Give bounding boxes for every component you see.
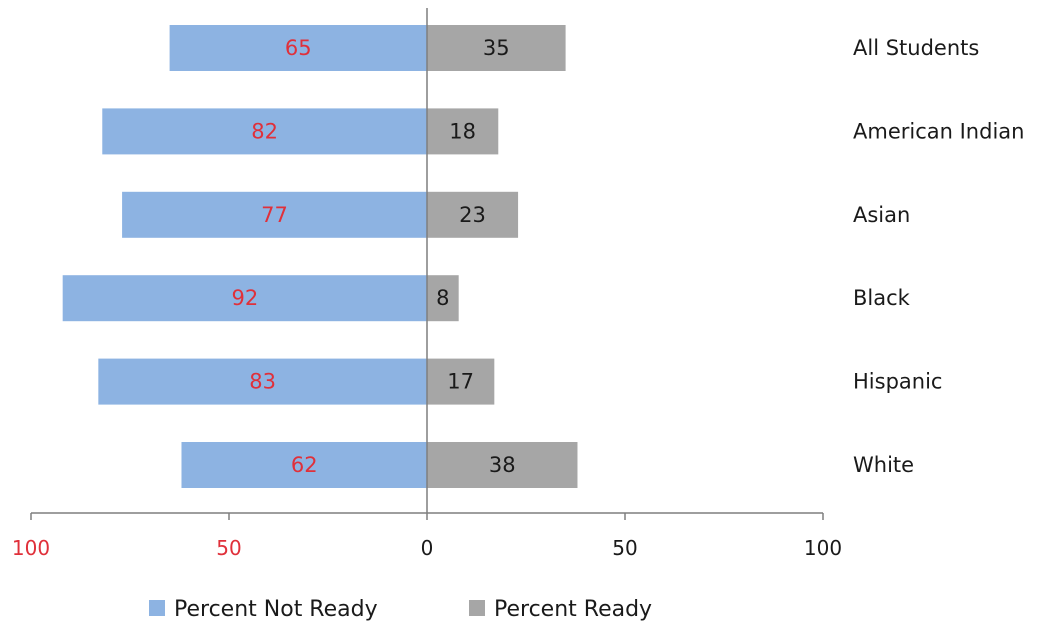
category-label-american-indian: American Indian <box>853 119 1024 143</box>
category-label-black: Black <box>853 286 911 310</box>
category-label-white: White <box>853 453 914 477</box>
bar-label-ready-all-students: 35 <box>483 36 510 60</box>
x-tick-label: 100 <box>804 536 842 560</box>
bar-not-ready-white <box>181 442 427 488</box>
bar-label-not-ready-hispanic: 83 <box>249 370 276 394</box>
x-tick-label: 50 <box>612 536 637 560</box>
bar-not-ready-black <box>62 275 428 322</box>
legend-label-not-ready: Percent Not Ready <box>174 597 378 622</box>
legend-swatch-ready <box>469 600 485 616</box>
x-tick-label: 0 <box>421 536 434 560</box>
category-labels-layer: All Students American Indian Asian Black His… <box>853 36 1024 477</box>
bar-label-not-ready-asian: 77 <box>261 203 288 227</box>
x-tick-label: 50 <box>216 536 241 560</box>
bar-not-ready-hispanic <box>98 358 427 405</box>
bar-ready-black <box>427 275 459 322</box>
bar-ready-all-students <box>427 25 566 71</box>
bar-not-ready-american-indian <box>102 108 427 155</box>
bar-label-not-ready-all-students: 65 <box>285 36 312 60</box>
bar-ready-hispanic <box>427 358 495 405</box>
category-label-asian: Asian <box>853 203 910 227</box>
bar-label-ready-asian: 23 <box>459 203 486 227</box>
legend-label-ready: Percent Ready <box>494 597 652 622</box>
bar-label-ready-white: 38 <box>489 453 516 477</box>
category-label-hispanic: Hispanic <box>853 370 942 394</box>
bar-label-not-ready-american-indian: 82 <box>251 119 278 143</box>
x-axis: 100 50 0 50 100 <box>12 512 842 560</box>
x-tick-label: 100 <box>12 536 50 560</box>
category-label-all-students: All Students <box>853 36 979 60</box>
bar-label-ready-black: 8 <box>436 286 449 310</box>
bar-ready-asian <box>427 191 519 238</box>
legend-swatch-not-ready <box>149 600 165 616</box>
bar-not-ready-asian <box>122 191 427 238</box>
bar-label-ready-hispanic: 17 <box>447 370 474 394</box>
bars-layer <box>62 25 578 488</box>
bar-not-ready-all-students <box>169 25 427 71</box>
bar-ready-american-indian <box>427 108 499 155</box>
legend: Percent Not Ready Percent Ready <box>149 597 652 622</box>
bar-ready-white <box>427 442 578 488</box>
bar-label-not-ready-black: 92 <box>231 286 258 310</box>
bar-label-not-ready-white: 62 <box>291 453 318 477</box>
bar-label-ready-american-indian: 18 <box>449 119 476 143</box>
bar-labels-layer: 65 35 82 18 77 23 92 8 83 17 62 38 <box>231 36 515 477</box>
